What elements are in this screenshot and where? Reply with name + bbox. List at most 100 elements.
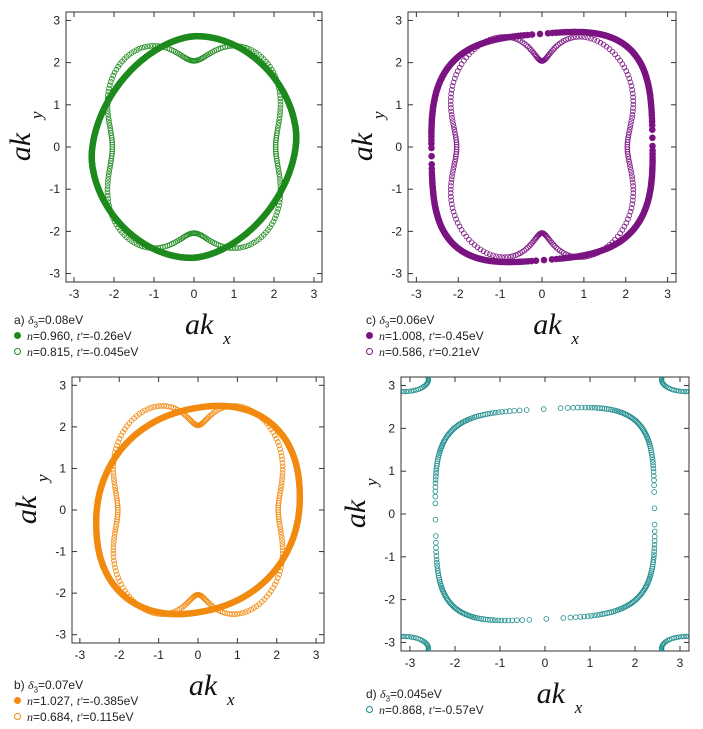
data-point-series-1 <box>240 610 246 616</box>
data-point-series-1 <box>111 482 118 488</box>
data-point-series-1 <box>630 190 637 196</box>
chart-panel-b: -3 -3 -2 -2 -1 -1 0 0 1 1 2 2 3 3 ak x ak y <box>0 365 350 709</box>
data-point-series-0 <box>514 617 520 624</box>
data-point-series-0 <box>478 616 484 622</box>
data-point-series-1 <box>510 253 517 259</box>
corner-point <box>378 381 382 385</box>
data-point-series-0 <box>649 142 656 150</box>
corner-point <box>672 657 676 661</box>
data-point-series-1 <box>630 186 637 193</box>
data-point-series-1 <box>273 578 280 585</box>
x-tick-label: 3 <box>664 287 671 301</box>
data-point-series-1 <box>106 168 112 175</box>
data-point-series-1 <box>110 463 117 470</box>
x-tick-label: -1 <box>149 287 160 301</box>
data-point-series-1 <box>496 34 502 40</box>
corner-point <box>399 365 403 369</box>
data-point-series-0 <box>292 133 300 141</box>
data-point-series-0 <box>432 477 439 483</box>
data-point-series-1 <box>105 180 111 186</box>
corner-point <box>411 634 417 641</box>
data-point-series-1 <box>105 114 112 120</box>
data-point-series-1 <box>490 35 496 42</box>
corner-point <box>670 368 674 372</box>
data-point-series-1 <box>629 90 636 97</box>
data-point-series-1 <box>277 568 283 574</box>
data-point-series-1 <box>268 588 274 594</box>
data-point-series-1 <box>110 466 117 473</box>
data-point-series-1 <box>505 34 511 40</box>
data-point-series-1 <box>106 165 113 172</box>
data-point-series-0 <box>591 612 598 619</box>
data-point-series-1 <box>248 606 255 613</box>
data-point-series-0 <box>436 575 442 581</box>
data-point-series-1 <box>106 171 112 177</box>
corner-point <box>409 366 413 370</box>
data-point-series-1 <box>451 164 457 170</box>
data-point-series-1 <box>147 245 153 251</box>
data-point-series-0 <box>588 613 595 619</box>
data-point-series-0 <box>433 465 440 472</box>
data-point-series-0 <box>651 545 658 552</box>
data-point-series-1 <box>555 246 561 252</box>
data-point-series-1 <box>463 54 470 61</box>
delta-symbol: δ3 <box>28 678 39 695</box>
data-point-series-1 <box>579 254 585 261</box>
data-point-series-1 <box>108 79 114 85</box>
data-point-series-1 <box>453 216 459 223</box>
data-point-series-0 <box>594 612 600 618</box>
x-tick-label: -1 <box>153 648 164 662</box>
data-point-series-1 <box>158 403 165 409</box>
data-point-series-0 <box>650 462 656 469</box>
data-point-series-1 <box>626 126 633 133</box>
data-point-series-1 <box>502 254 508 261</box>
data-point-series-1 <box>510 35 517 41</box>
data-point-series-0 <box>432 516 439 523</box>
data-point-series-1 <box>278 485 284 491</box>
data-point-series-0 <box>651 521 658 528</box>
y-tick-label: -3 <box>55 628 66 642</box>
data-point-series-1 <box>270 218 277 225</box>
data-point-series-0 <box>296 490 304 498</box>
data-point-series-1 <box>275 206 282 212</box>
data-point-series-1 <box>105 92 111 98</box>
data-point-series-1 <box>452 158 458 165</box>
data-point-series-1 <box>112 487 119 494</box>
data-point-series-1 <box>105 174 112 180</box>
data-point-series-1 <box>276 174 283 180</box>
data-point-series-1 <box>274 209 281 215</box>
data-point-series-1 <box>275 509 282 516</box>
data-point-series-1 <box>153 403 159 410</box>
corner-point <box>425 650 428 651</box>
data-point-series-1 <box>147 609 154 615</box>
data-point-series-1 <box>111 557 117 564</box>
data-point-series-1 <box>113 568 119 574</box>
corner-point <box>401 390 402 393</box>
data-point-series-1 <box>115 439 121 445</box>
data-point-series-1 <box>526 45 533 51</box>
corner-point <box>697 657 701 661</box>
data-point-series-1 <box>277 92 283 98</box>
data-point-series-1 <box>107 160 114 167</box>
corner-point <box>394 658 398 662</box>
corner-point <box>396 658 400 662</box>
corner-point <box>389 367 393 371</box>
corner-point <box>396 366 400 370</box>
data-point-series-0 <box>432 493 439 500</box>
data-point-series-1 <box>275 165 282 172</box>
data-point-series-1 <box>450 79 457 86</box>
corner-point <box>423 652 427 656</box>
data-point-series-1 <box>277 108 284 114</box>
legend-entry-b-0: n=1.027, t'=-0.385eV <box>14 693 138 709</box>
data-point-series-0 <box>543 616 550 622</box>
x-tick-label: -2 <box>450 656 461 670</box>
data-point-series-1 <box>112 526 119 533</box>
data-point-series-1 <box>229 611 235 617</box>
y-axis-label-sub: y <box>362 478 381 488</box>
data-point-series-1 <box>278 535 285 541</box>
data-point-series-1 <box>136 45 143 52</box>
data-point-series-1 <box>273 212 279 219</box>
data-point-series-1 <box>111 456 117 463</box>
corner-point <box>676 388 682 394</box>
